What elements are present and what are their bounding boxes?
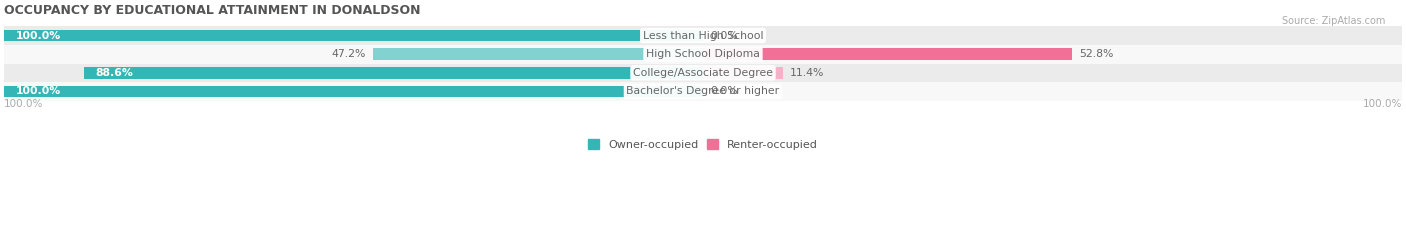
Text: 100.0%: 100.0% <box>1362 99 1402 109</box>
Bar <box>4 45 1402 64</box>
Bar <box>4 30 703 41</box>
Text: 11.4%: 11.4% <box>790 68 824 78</box>
Bar <box>703 48 1071 60</box>
Text: 100.0%: 100.0% <box>15 86 60 96</box>
Text: 100.0%: 100.0% <box>4 99 44 109</box>
Text: High School Diploma: High School Diploma <box>647 49 759 59</box>
Legend: Owner-occupied, Renter-occupied: Owner-occupied, Renter-occupied <box>588 139 818 150</box>
Text: 52.8%: 52.8% <box>1078 49 1114 59</box>
Text: Less than High School: Less than High School <box>643 31 763 41</box>
Text: 0.0%: 0.0% <box>710 86 738 96</box>
Text: 100.0%: 100.0% <box>15 31 60 41</box>
Text: Bachelor's Degree or higher: Bachelor's Degree or higher <box>627 86 779 96</box>
Text: 88.6%: 88.6% <box>96 68 134 78</box>
Bar <box>4 64 1402 82</box>
Text: 47.2%: 47.2% <box>332 49 366 59</box>
Bar <box>4 86 703 97</box>
Text: 0.0%: 0.0% <box>710 31 738 41</box>
Bar <box>84 67 703 79</box>
Text: College/Associate Degree: College/Associate Degree <box>633 68 773 78</box>
Bar <box>373 48 703 60</box>
Text: Source: ZipAtlas.com: Source: ZipAtlas.com <box>1281 16 1385 26</box>
Bar <box>4 82 1402 101</box>
Bar <box>4 26 1402 45</box>
Text: OCCUPANCY BY EDUCATIONAL ATTAINMENT IN DONALDSON: OCCUPANCY BY EDUCATIONAL ATTAINMENT IN D… <box>4 4 420 17</box>
Bar <box>703 67 783 79</box>
